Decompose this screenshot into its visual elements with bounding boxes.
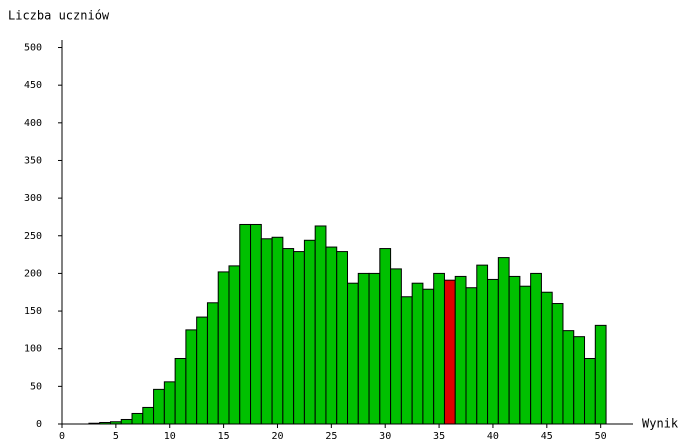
bar bbox=[551, 303, 564, 425]
y-tick-label: 100 bbox=[24, 344, 42, 355]
x-tick-label: 10 bbox=[164, 431, 176, 440]
y-tick-label: 400 bbox=[24, 118, 42, 129]
bar bbox=[163, 381, 176, 425]
x-tick-label: 50 bbox=[595, 431, 607, 440]
y-tick-label: 500 bbox=[24, 43, 42, 54]
bar bbox=[347, 282, 359, 425]
bar bbox=[250, 223, 262, 425]
bar bbox=[196, 316, 208, 425]
bar bbox=[530, 272, 542, 425]
bar bbox=[584, 357, 596, 425]
bar bbox=[131, 412, 144, 425]
bar bbox=[153, 388, 165, 425]
bar bbox=[185, 329, 198, 425]
bar bbox=[239, 223, 252, 425]
x-tick-label: 20 bbox=[271, 431, 283, 440]
bar bbox=[454, 275, 467, 425]
bar bbox=[476, 264, 489, 425]
bar bbox=[120, 418, 133, 425]
bar bbox=[390, 268, 402, 425]
bar bbox=[142, 406, 155, 425]
bar bbox=[508, 275, 521, 425]
bar bbox=[217, 271, 230, 425]
x-tick-label: 30 bbox=[379, 431, 391, 440]
y-tick-label: 50 bbox=[30, 381, 42, 392]
bar bbox=[443, 279, 456, 425]
bar bbox=[422, 288, 435, 425]
bar bbox=[562, 330, 575, 425]
x-axis-label: Wynik bbox=[642, 417, 679, 431]
bar bbox=[336, 251, 348, 425]
bar bbox=[433, 272, 445, 425]
y-tick-label: 200 bbox=[24, 268, 42, 279]
x-tick-label: 35 bbox=[433, 431, 445, 440]
x-tick-label: 45 bbox=[541, 431, 553, 440]
bar bbox=[260, 238, 273, 425]
x-tick-label: 25 bbox=[325, 431, 337, 440]
bar bbox=[206, 302, 219, 425]
x-tick-label: 5 bbox=[113, 431, 119, 440]
x-tick-label: 40 bbox=[487, 431, 499, 440]
bar bbox=[400, 296, 413, 425]
bar bbox=[487, 278, 499, 425]
bar bbox=[282, 248, 295, 425]
bar bbox=[174, 357, 187, 425]
y-tick-label: 450 bbox=[24, 80, 42, 91]
y-tick-label: 250 bbox=[24, 231, 42, 242]
bar bbox=[411, 282, 424, 425]
y-axis-label: Liczba uczniów bbox=[8, 9, 110, 23]
y-tick-label: 350 bbox=[24, 155, 42, 166]
y-tick-label: 0 bbox=[36, 419, 42, 430]
bar bbox=[293, 251, 305, 425]
y-tick-label: 300 bbox=[24, 193, 42, 204]
bar bbox=[519, 285, 532, 425]
x-tick-label: 15 bbox=[218, 431, 230, 440]
y-tick-label: 150 bbox=[24, 306, 42, 317]
bar bbox=[379, 248, 392, 425]
bar bbox=[228, 265, 241, 425]
bar bbox=[368, 272, 381, 425]
bar bbox=[357, 272, 370, 425]
bar bbox=[497, 257, 510, 425]
bar bbox=[540, 291, 553, 425]
bar bbox=[594, 324, 607, 425]
bar bbox=[314, 225, 327, 425]
bar bbox=[573, 336, 586, 425]
bar bbox=[303, 239, 316, 425]
bar bbox=[325, 246, 338, 425]
x-tick-label: 0 bbox=[59, 431, 65, 440]
bar bbox=[465, 287, 478, 425]
bar bbox=[271, 236, 284, 425]
